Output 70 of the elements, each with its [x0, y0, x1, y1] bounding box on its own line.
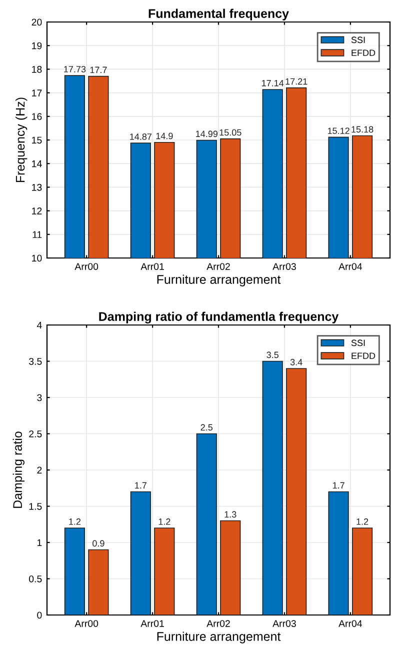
bar	[154, 528, 175, 615]
y-tick-label: 13	[32, 184, 42, 191]
x-tick-label: Arr01	[140, 263, 164, 270]
y-tick-label: 1	[37, 539, 42, 546]
bar	[130, 491, 151, 615]
y-tick-label: 16	[32, 113, 42, 120]
y-tick-label: 20	[32, 18, 42, 26]
bar	[328, 491, 349, 615]
data-label: 17.14	[262, 80, 284, 86]
bar	[286, 368, 307, 615]
y-tick-label: 19	[32, 42, 42, 50]
data-label: 17.21	[286, 78, 308, 85]
y-tick-label: 3.5	[28, 358, 42, 365]
data-label: 1.2	[69, 518, 81, 525]
bar	[220, 520, 241, 615]
bar	[64, 528, 86, 615]
x-tick-label: Arr04	[338, 620, 362, 627]
x-tick-label: Arr03	[272, 263, 296, 270]
y-tick-label: 2.5	[29, 430, 42, 438]
chart-title: Fundamental frequency	[148, 8, 289, 20]
data-label: 2.5	[200, 424, 213, 431]
bar	[262, 360, 283, 615]
legend-label: SSI	[351, 36, 365, 44]
data-label: 3.4	[290, 358, 302, 366]
x-tick-label: Arr02	[206, 263, 230, 270]
y-tick-label: 3	[37, 394, 42, 402]
x-tick-label: Arr03	[272, 620, 296, 627]
data-label: 3.5	[266, 352, 278, 358]
x-tick-label: Arr02	[206, 620, 230, 627]
data-label: 14.87	[130, 134, 152, 140]
data-label: 1.3	[224, 511, 236, 518]
y-tick-label: 0	[37, 612, 42, 619]
y-tick-label: 14	[32, 160, 42, 168]
y-tick-label: 17	[32, 90, 42, 96]
data-label: 14.9	[156, 132, 173, 140]
x-tick-label: Arr04	[338, 263, 362, 270]
data-label: 1.7	[135, 482, 146, 488]
legend-label: EFDD	[352, 50, 376, 56]
legend-label: EFDD	[352, 352, 376, 359]
y-tick-label: 11	[32, 231, 42, 238]
data-label: 0.9	[92, 540, 104, 547]
data-label: 15.05	[220, 129, 242, 136]
y-tick-label: 10	[32, 254, 42, 262]
y-tick-label: 2	[37, 466, 42, 474]
x-tick-label: Arr00	[74, 620, 98, 627]
y-tick-label: 18	[32, 66, 42, 73]
data-label: 1.2	[158, 518, 170, 525]
y-axis-title: Damping ratio	[12, 432, 24, 508]
bar	[88, 549, 109, 615]
y-tick-label: 4	[36, 322, 42, 329]
data-label: 1.7	[332, 482, 344, 488]
y-axis-title: Frequency (Hz)	[16, 98, 28, 182]
data-label: 17.7	[90, 66, 107, 74]
y-tick-label: 12	[32, 208, 42, 214]
x-axis-title: Furniture arrangement	[157, 632, 281, 644]
data-label: 15.18	[352, 126, 374, 133]
data-label: 17.73	[64, 66, 86, 72]
y-tick-label: 15	[32, 136, 42, 144]
x-tick-label: Arr01	[140, 620, 164, 627]
data-label: 1.2	[356, 518, 368, 525]
bar	[352, 528, 373, 615]
chart-title: Damping ratio of fundamentla frequency	[99, 312, 339, 324]
x-axis-title: Furniture arrangement	[157, 274, 281, 286]
y-tick-label: 1.5	[29, 503, 42, 510]
data-label: 15.12	[328, 128, 350, 134]
y-tick-label: 0.5	[29, 575, 42, 582]
data-label: 14.99	[196, 130, 218, 138]
x-tick-label: Arr00	[74, 263, 98, 270]
bar	[196, 433, 217, 615]
legend-label: SSI	[351, 340, 365, 346]
